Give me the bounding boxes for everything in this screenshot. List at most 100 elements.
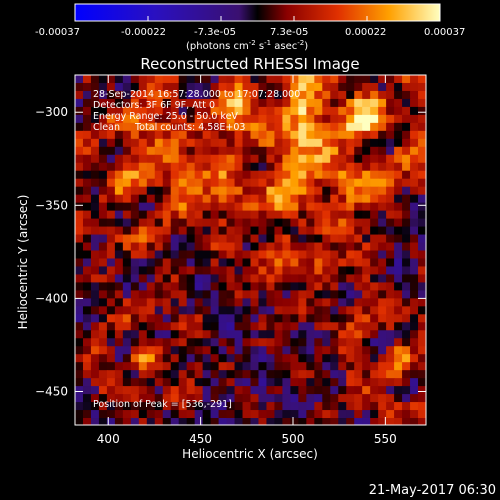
heatmap-cell (386, 410, 395, 419)
heatmap-cell (290, 146, 299, 156)
heatmap-cell (114, 170, 124, 180)
heatmap-cell (170, 146, 180, 156)
heatmap-cell (90, 402, 100, 411)
heatmap-cell (322, 218, 331, 228)
heatmap-cell (178, 162, 188, 172)
heatmap-cell (258, 114, 268, 124)
heatmap-cell (170, 266, 180, 276)
heatmap-cell (394, 194, 403, 204)
heatmap-cell (242, 346, 252, 355)
heatmap-cell (114, 274, 124, 284)
heatmap-cell (138, 202, 148, 212)
heatmap-cell (266, 338, 276, 347)
heatmap-cell (354, 162, 363, 172)
heatmap-cell (394, 114, 403, 124)
heatmap-cell (242, 362, 252, 371)
heatmap-cell (106, 266, 116, 276)
heatmap-cell (394, 386, 403, 395)
heatmap-cell (346, 170, 355, 180)
heatmap-cell (314, 154, 323, 164)
heatmap-cell (194, 226, 204, 236)
heatmap-cell (346, 162, 355, 172)
heatmap-cell (282, 410, 291, 419)
heatmap-cell (346, 114, 355, 124)
heatmap-cell (314, 226, 323, 236)
heatmap-cell (202, 338, 212, 347)
heatmap-cell (186, 274, 196, 284)
heatmap-cell (178, 322, 188, 331)
heatmap-cell (82, 378, 92, 387)
heatmap-cell (370, 138, 379, 148)
heatmap-cell (154, 242, 164, 252)
heatmap-cell (282, 186, 291, 196)
heatmap-cell (162, 170, 172, 180)
heatmap-cell (154, 418, 164, 425)
heatmap-cell (162, 410, 172, 419)
heatmap-cell (370, 130, 379, 140)
heatmap-cell (138, 274, 148, 284)
heatmap-cell (386, 258, 395, 268)
heatmap-cell (242, 130, 252, 140)
heatmap-cell (226, 202, 236, 212)
heatmap-cell (394, 122, 403, 132)
heatmap-cell (258, 194, 268, 204)
heatmap-cell (346, 106, 355, 116)
heatmap-cell (402, 242, 411, 252)
heatmap-cell (226, 346, 236, 355)
heatmap-cell (386, 370, 395, 379)
heatmap-cell (146, 234, 156, 244)
heatmap-cell (146, 186, 156, 196)
heatmap-cell (106, 274, 116, 284)
heatmap-cell (266, 322, 276, 331)
heatmap-cell (242, 138, 252, 148)
heatmap-cell (410, 322, 419, 331)
heatmap-cell (410, 146, 419, 156)
heatmap-cell (114, 354, 124, 363)
heatmap-cell (258, 122, 268, 132)
heatmap-cell (75, 170, 84, 180)
heatmap-cell (138, 394, 148, 403)
heatmap-cell (186, 194, 196, 204)
heatmap-cell (418, 378, 426, 387)
heatmap-cell (354, 194, 363, 204)
heatmap-cell (178, 402, 188, 411)
heatmap-cell (282, 146, 291, 156)
heatmap-cell (266, 114, 276, 124)
heatmap-cell (338, 298, 347, 307)
heatmap-cell (258, 250, 268, 260)
heatmap-cell (130, 122, 140, 132)
heatmap-cell (106, 242, 116, 252)
heatmap-cell (298, 258, 307, 268)
heatmap-cell (114, 242, 124, 252)
heatmap-cell (402, 186, 411, 196)
heatmap-cell (162, 130, 172, 140)
heatmap-cell (202, 202, 212, 212)
heatmap-cell (266, 210, 276, 220)
heatmap-cell (314, 338, 323, 347)
heatmap-cell (298, 394, 307, 403)
heatmap-cell (234, 154, 244, 164)
heatmap-cell (386, 242, 395, 252)
heatmap-cell (266, 106, 276, 116)
heatmap-cell (250, 210, 260, 220)
heatmap-cell (306, 282, 315, 291)
heatmap-cell (346, 298, 355, 307)
heatmap-cell (122, 162, 132, 172)
heatmap-cell (346, 186, 355, 196)
heatmap-cell (250, 234, 260, 244)
heatmap-cell (122, 114, 132, 124)
heatmap-cell (146, 322, 156, 331)
heatmap-cell (234, 75, 244, 84)
heatmap-cell (346, 394, 355, 403)
heatmap-cell (290, 194, 299, 204)
heatmap-cell (362, 218, 371, 228)
heatmap-cell (75, 178, 84, 188)
heatmap-cell (394, 290, 403, 299)
heatmap-cell (362, 226, 371, 236)
heatmap-cell (418, 258, 426, 268)
heatmap-cell (146, 378, 156, 387)
heatmap-cell (234, 274, 244, 284)
heatmap-cell (106, 418, 116, 425)
heatmap-cell (130, 75, 140, 84)
heatmap-cell (130, 130, 140, 140)
